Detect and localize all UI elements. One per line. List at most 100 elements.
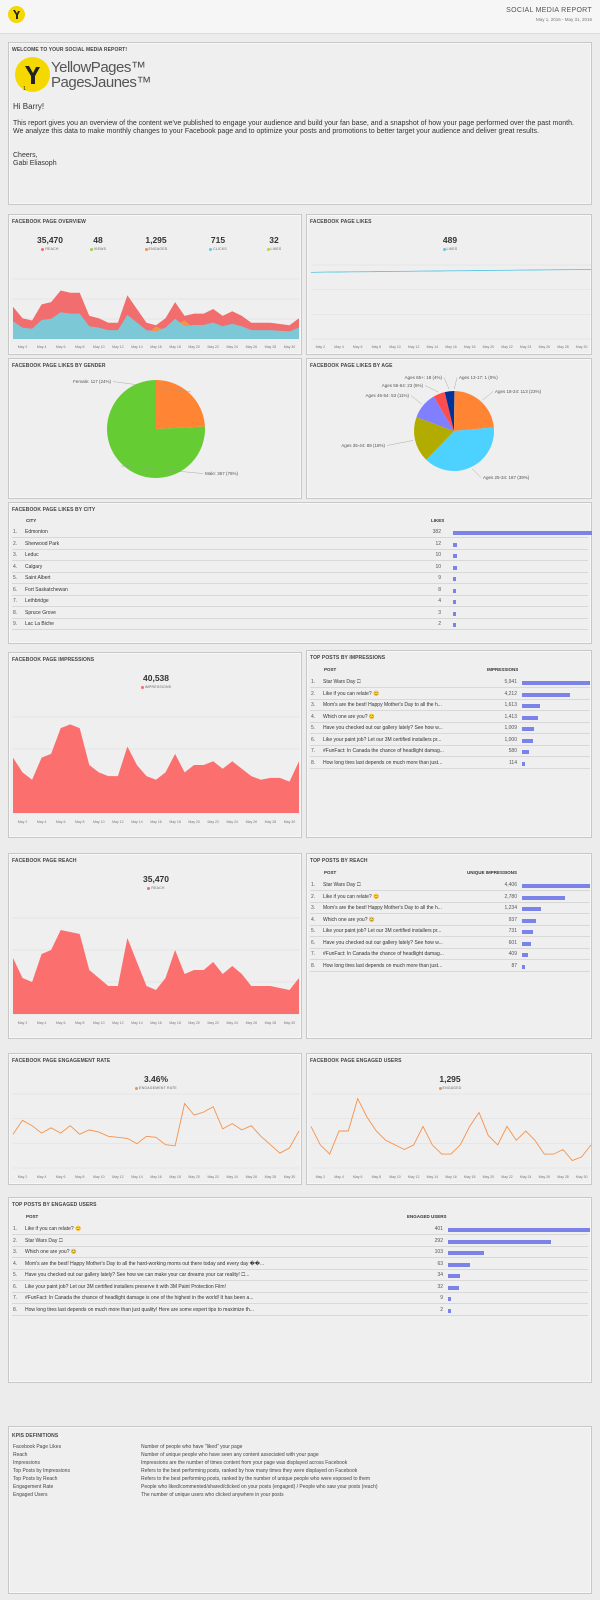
engaged-users-title: FACEBOOK PAGE ENGAGED USERS (310, 1058, 402, 1064)
top-impr-row: 2. Like if you can relate? 😊 4,212 (311, 689, 591, 700)
x-tick-label: May 18 (464, 1175, 476, 1179)
top-engaged-row: 6. Like your paint job? Let our 3M certif… (13, 1282, 589, 1293)
x-tick-label: May 30 (284, 820, 296, 824)
row-value: 9 (440, 1295, 443, 1301)
row-value: 8 (438, 586, 441, 593)
stat-label: CLICKS (193, 247, 243, 251)
row-bar (522, 681, 590, 685)
row-value: 580 (508, 748, 517, 754)
reach-chart: May 2 May 4 May 6 May 8 May 10 May 12 May 14 Ma… (13, 917, 299, 1025)
row-bar (522, 884, 590, 888)
svg-text:1: 1 (23, 86, 26, 92)
row-text: How long tires last depends on much more… (323, 759, 443, 766)
kpi-term: Facebook Page Likes (13, 1444, 62, 1450)
row-bar (453, 588, 456, 593)
row-rank: 5. (13, 575, 18, 581)
x-tick-label: May 10 (93, 1021, 105, 1025)
city-row: 5. Saint Albert 9 (13, 573, 589, 584)
row-divider (12, 1303, 588, 1304)
x-tick-label: May 10 (93, 1175, 105, 1179)
x-tick-label: May 16 (150, 345, 162, 349)
impressions-panel: FACEBOOK PAGE IMPRESSIONS 40,538 IMPRESSI… (8, 652, 302, 838)
row-divider (12, 560, 588, 561)
x-tick-label: May 26 (539, 345, 551, 349)
yellowpages-logo-icon (8, 6, 25, 23)
x-tick-label: May 28 (265, 820, 277, 824)
row-bar (453, 554, 457, 558)
x-tick-label: May 22 (207, 1175, 219, 1179)
logo-text-fr: PagesJaunes™ (51, 74, 151, 91)
city-row: 9. Lac La Biche 2 (13, 619, 589, 630)
row-rank: 3. (13, 1249, 18, 1255)
row-value: 2 (440, 1306, 443, 1313)
row-divider (12, 548, 588, 550)
x-tick-label: May 24 (520, 345, 532, 349)
row-divider (310, 756, 590, 757)
x-tick-label: May 2 (18, 820, 28, 824)
age-slice (454, 391, 494, 431)
row-bar (453, 542, 458, 547)
row-value: 114 (509, 759, 517, 766)
row-text: Which one are you? 😊 (25, 1249, 78, 1255)
row-value: 601 (508, 939, 517, 946)
top-engaged-row: 7. #FunFact: In Canada the chance of head… (13, 1293, 589, 1304)
city-panel: FACEBOOK PAGE LIKES BY CITY CITY LIKES 1… (8, 502, 592, 644)
row-text: Like if you can relate? 😊 (25, 1226, 82, 1232)
stat-label: ENGAGED (131, 247, 181, 251)
row-text: Like your paint job? Let our 3M certifie… (323, 736, 442, 743)
row-divider (12, 1257, 588, 1258)
impressions-chart: May 2 May 4 May 6 May 8 May 10 May 12 May 14 Ma… (13, 716, 299, 824)
row-divider (310, 744, 590, 746)
stat-label-text: CLICKS (213, 247, 227, 251)
row-text: How long tires last depends on much more… (25, 1306, 254, 1313)
city-title: FACEBOOK PAGE LIKES BY CITY (12, 507, 96, 513)
x-tick-label: May 16 (445, 1175, 457, 1179)
row-rank: 6. (311, 736, 316, 743)
x-tick-label: May 2 (18, 1021, 28, 1025)
city-row: 8. Spruce Grove 3 (13, 608, 589, 619)
row-text: #FunFact: In Canada the chance of headli… (323, 748, 444, 754)
row-text: Leduc (25, 552, 39, 558)
row-text: Mom's are the best! Happy Mother's Day t… (323, 702, 442, 708)
leader-line (410, 395, 422, 405)
top-reach-row: 1. Star Wars Day 🞎 4,406 (311, 880, 591, 891)
row-value: 731 (508, 928, 517, 934)
top-impressions-title: TOP POSTS BY IMPRESSIONS (310, 655, 386, 661)
x-tick-label: May 4 (37, 345, 47, 349)
row-text: Saint Albert (25, 575, 51, 581)
likes-chart: May 2 May 4 May 6 May 8 May 10 May 12 May 14 Ma… (310, 264, 592, 349)
x-tick-label: May 22 (207, 820, 219, 824)
x-tick-label: May 10 (93, 820, 105, 824)
age-panel: FACEBOOK PAGE LIKES BY AGE Ages 13-17: 1… (306, 358, 592, 499)
x-tick-label: May 26 (539, 1175, 551, 1179)
row-bar (453, 600, 456, 604)
x-tick-label: May 20 (483, 1175, 495, 1179)
kpi-definition: Refers to the best performing posts, ran… (141, 1468, 358, 1474)
row-text: Fort Saskatchewan (25, 586, 68, 593)
logo-text-en: YellowPages™ (51, 59, 146, 76)
row-text: Lethbridge (25, 598, 49, 604)
stat-label: LIKES (249, 247, 299, 251)
leader-line (443, 377, 450, 390)
top-impr-row: 8. How long tires last depends on much mo… (311, 758, 591, 769)
top-reach-row: 3. Mom's are the best! Happy Mother's Day… (311, 903, 591, 914)
overview-stat-engaged: 1,295 ENGAGED (131, 235, 181, 251)
x-tick-label: May 4 (37, 1175, 47, 1179)
age-label: Ages 13-17: 1 (0%) (459, 375, 498, 380)
welcome-panel: WELCOME TO YOUR SOCIAL MEDIA REPORT! 1 Y… (8, 42, 592, 205)
x-tick-label: May 14 (131, 1021, 143, 1025)
row-rank: 1. (13, 1226, 18, 1232)
unique-impressions-col-header: UNIQUE IMPRESSIONS (467, 870, 518, 875)
row-rank: 3. (311, 702, 316, 708)
row-rank: 7. (13, 598, 18, 604)
row-text: Have you checked out our gallery lately?… (323, 939, 443, 946)
x-tick-label: May 26 (246, 820, 258, 824)
row-bar (522, 895, 565, 900)
row-divider (12, 537, 588, 538)
row-bar (448, 1274, 461, 1278)
x-tick-label: May 28 (265, 1175, 277, 1179)
row-value: 292 (434, 1237, 443, 1244)
stat-value: 48 (93, 235, 103, 245)
x-tick-label: May 14 (131, 820, 143, 824)
kpi-title: KPIS DEFINITIONS (12, 1433, 59, 1439)
